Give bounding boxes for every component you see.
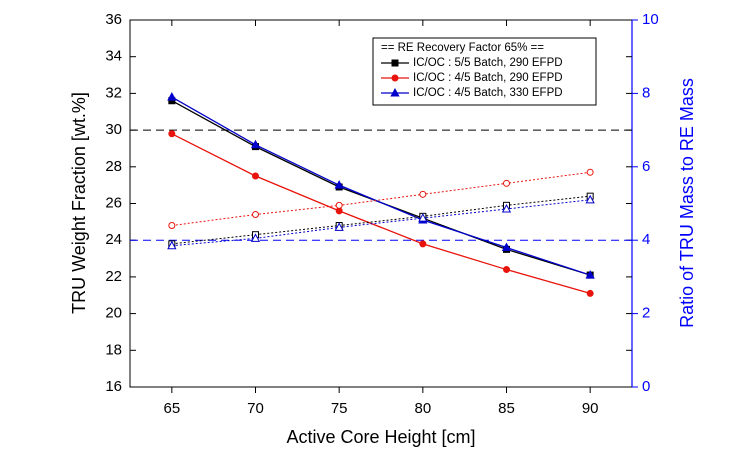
marker [501,203,512,213]
marker [585,270,595,279]
marker [334,222,344,231]
marker [503,266,510,274]
marker [585,194,595,204]
x-tick-label: 85 [498,400,515,417]
y-tick-label: 18 [105,341,122,358]
marker [503,179,510,187]
series-line [171,171,591,227]
x-axis-title: Active Core Height [cm] [286,427,475,447]
series-line [171,96,591,276]
marker [252,172,259,180]
y-tick-label: 24 [105,231,122,248]
marker [586,289,594,297]
y-tick-label: 34 [105,48,122,65]
y2-tick-label: 10 [642,11,659,28]
y-tick-label: 22 [105,268,122,285]
x-tick-label: 80 [414,400,431,417]
y-tick-label: 26 [105,194,122,211]
legend-box [372,37,597,106]
y2-tick-label: 8 [642,84,650,101]
marker [168,222,176,230]
legend-label: IC/OC : 4/5 Batch, 330 EFPD [413,87,563,99]
marker [586,168,594,176]
marker [391,74,399,82]
marker [252,211,259,219]
legend-label: IC/OC : 5/5 Batch, 290 EFPD [413,57,563,69]
series-line [171,195,591,245]
marker [334,180,344,189]
marker [390,87,400,97]
series-line [171,133,591,295]
x-tick-label: 90 [582,400,599,417]
y2-tick-label: 0 [642,378,650,395]
marker [168,130,176,138]
y2-tick-label: 4 [642,231,650,248]
marker [419,190,427,198]
marker [250,139,261,149]
marker [167,240,177,250]
y-axis-title: TRU Weight Fraction [wt.%] [69,92,89,314]
x-tick-label: 75 [331,400,348,417]
legend-label: IC/OC : 4/5 Batch, 290 EFPD [413,72,563,84]
marker [501,242,512,252]
y2-tick-label: 6 [642,158,650,175]
y-tick-label: 36 [105,11,122,28]
marker [418,213,428,222]
marker [335,201,343,209]
y-tick-label: 20 [105,305,122,322]
y-tick-label: 16 [105,378,122,395]
y2-axis-title: Ratio of TRU Mass to RE Mass [677,78,697,328]
y2-tick-label: 2 [642,305,650,322]
series-line [171,199,591,247]
y-tick-label: 30 [105,121,122,138]
y-tick-label: 32 [105,84,122,101]
y-tick-label: 28 [105,158,122,175]
legend-title: == RE Recovery Factor 65% == [381,42,544,54]
marker [391,59,399,67]
marker [419,240,427,248]
series-line [171,100,591,276]
marker [167,92,177,101]
marker [250,233,261,242]
x-tick-label: 70 [247,400,264,417]
x-tick-label: 65 [163,400,180,417]
